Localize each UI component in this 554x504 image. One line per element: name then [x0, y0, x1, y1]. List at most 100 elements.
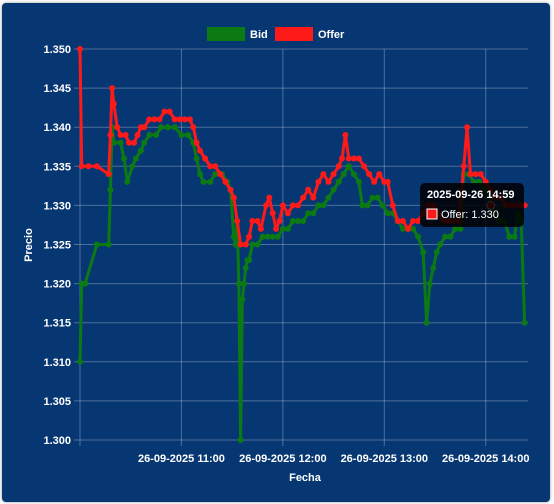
- data-point[interactable]: [254, 241, 261, 248]
- data-point[interactable]: [114, 124, 121, 131]
- data-point[interactable]: [207, 178, 214, 185]
- data-point[interactable]: [185, 132, 192, 138]
- data-point[interactable]: [166, 108, 173, 115]
- data-point[interactable]: [246, 257, 253, 264]
- data-point[interactable]: [193, 139, 200, 146]
- data-point[interactable]: [171, 124, 178, 131]
- data-point[interactable]: [355, 178, 362, 185]
- data-point[interactable]: [141, 139, 148, 146]
- data-point[interactable]: [131, 139, 138, 146]
- data-point[interactable]: [374, 194, 381, 201]
- data-point[interactable]: [369, 194, 376, 201]
- data-point[interactable]: [146, 116, 153, 123]
- data-point[interactable]: [266, 194, 273, 201]
- data-point[interactable]: [506, 233, 513, 240]
- data-point[interactable]: [93, 163, 100, 170]
- data-point[interactable]: [121, 155, 127, 162]
- data-point[interactable]: [389, 202, 396, 209]
- data-point[interactable]: [410, 225, 416, 232]
- data-point[interactable]: [371, 178, 378, 185]
- data-point[interactable]: [117, 139, 124, 146]
- data-point[interactable]: [442, 233, 449, 240]
- data-point[interactable]: [320, 171, 327, 178]
- data-point[interactable]: [284, 225, 291, 232]
- data-point[interactable]: [460, 163, 467, 170]
- data-point[interactable]: [239, 296, 246, 303]
- data-point[interactable]: [105, 171, 112, 178]
- data-point[interactable]: [366, 171, 373, 178]
- data-point[interactable]: [433, 249, 440, 256]
- data-point[interactable]: [457, 225, 464, 232]
- data-point[interactable]: [181, 116, 188, 123]
- data-point[interactable]: [310, 210, 317, 217]
- data-point[interactable]: [77, 358, 83, 365]
- data-point[interactable]: [295, 202, 302, 209]
- data-point[interactable]: [295, 218, 302, 224]
- data-point[interactable]: [472, 171, 479, 178]
- data-point[interactable]: [361, 163, 367, 170]
- data-point[interactable]: [359, 202, 366, 209]
- data-point[interactable]: [202, 155, 209, 162]
- data-point[interactable]: [342, 132, 349, 138]
- data-point[interactable]: [212, 171, 219, 178]
- data-point[interactable]: [394, 218, 401, 224]
- data-point[interactable]: [325, 178, 332, 185]
- data-point[interactable]: [134, 132, 141, 138]
- data-point[interactable]: [110, 139, 117, 146]
- data-point[interactable]: [521, 319, 528, 326]
- data-point[interactable]: [85, 163, 92, 170]
- data-point[interactable]: [264, 233, 271, 240]
- data-point[interactable]: [350, 155, 357, 162]
- data-point[interactable]: [330, 186, 337, 193]
- data-point[interactable]: [415, 218, 422, 224]
- data-point[interactable]: [477, 171, 484, 178]
- data-point[interactable]: [246, 233, 253, 240]
- data-point[interactable]: [242, 241, 249, 248]
- data-point[interactable]: [335, 163, 342, 170]
- data-point[interactable]: [171, 116, 178, 123]
- data-point[interactable]: [161, 108, 168, 115]
- data-point[interactable]: [158, 124, 165, 131]
- data-point[interactable]: [200, 178, 207, 185]
- data-point[interactable]: [178, 132, 185, 138]
- data-point[interactable]: [190, 124, 197, 131]
- data-point[interactable]: [110, 100, 117, 107]
- data-point[interactable]: [242, 265, 249, 271]
- data-point[interactable]: [109, 85, 116, 92]
- data-point[interactable]: [274, 233, 281, 240]
- data-point[interactable]: [217, 171, 224, 178]
- data-point[interactable]: [310, 194, 317, 201]
- data-point[interactable]: [279, 202, 286, 209]
- data-point[interactable]: [384, 210, 391, 217]
- data-point[interactable]: [249, 241, 256, 248]
- data-point[interactable]: [141, 124, 148, 131]
- data-point[interactable]: [315, 178, 322, 185]
- data-point[interactable]: [222, 178, 229, 185]
- data-point[interactable]: [273, 225, 280, 232]
- data-point[interactable]: [124, 178, 131, 185]
- data-point[interactable]: [234, 218, 241, 224]
- data-point[interactable]: [511, 233, 518, 240]
- data-point[interactable]: [235, 280, 242, 287]
- data-point[interactable]: [232, 241, 239, 248]
- data-point[interactable]: [467, 171, 474, 178]
- data-point[interactable]: [399, 218, 406, 224]
- data-point[interactable]: [420, 249, 427, 256]
- data-point[interactable]: [279, 225, 286, 232]
- data-point[interactable]: [325, 194, 332, 201]
- data-point[interactable]: [212, 163, 219, 170]
- data-point[interactable]: [447, 233, 454, 240]
- data-point[interactable]: [237, 241, 244, 248]
- data-point[interactable]: [105, 241, 112, 248]
- data-point[interactable]: [146, 132, 153, 138]
- data-point[interactable]: [355, 155, 362, 162]
- data-point[interactable]: [227, 186, 234, 193]
- legend-item-bid[interactable]: Bid: [207, 27, 268, 41]
- data-point[interactable]: [276, 218, 283, 224]
- data-point[interactable]: [186, 116, 193, 123]
- data-point[interactable]: [193, 155, 200, 162]
- data-point[interactable]: [410, 218, 416, 224]
- data-point[interactable]: [254, 218, 261, 224]
- legend-item-offer[interactable]: Offer: [275, 27, 345, 41]
- data-point[interactable]: [430, 265, 437, 271]
